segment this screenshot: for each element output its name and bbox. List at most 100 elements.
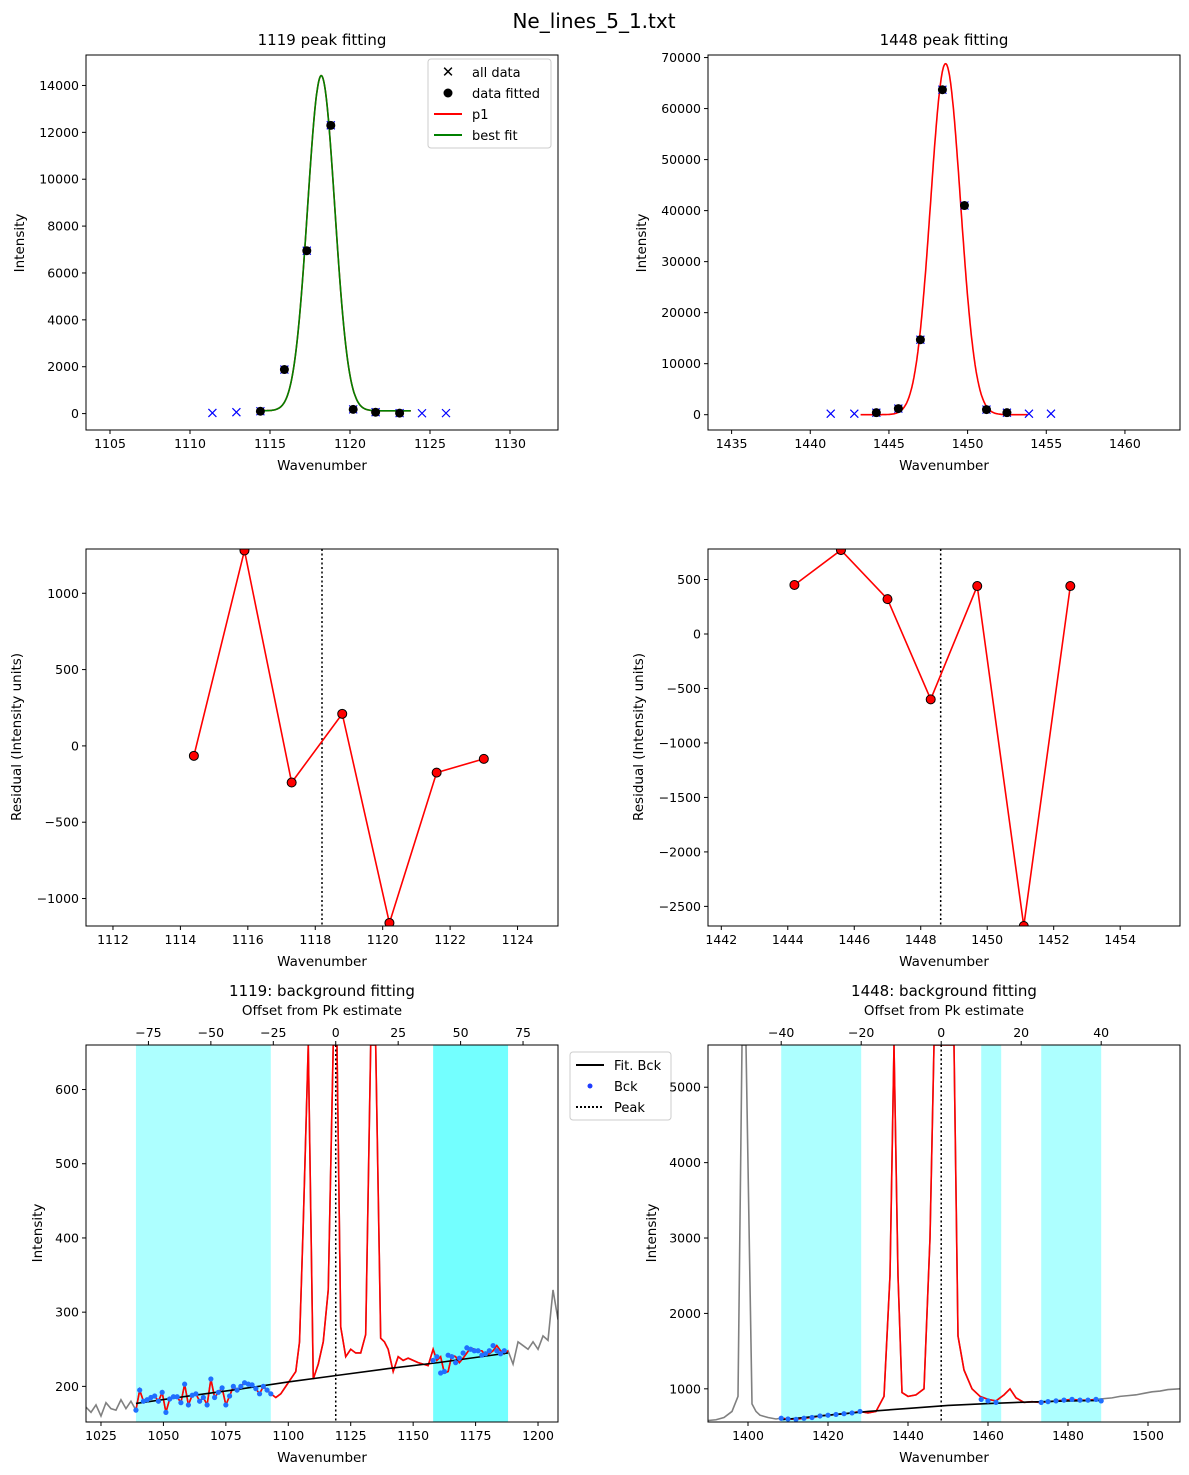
bck-point	[170, 1394, 177, 1400]
legend-label-fit-bck: Fit. Bck	[614, 1059, 662, 1074]
x-tick-label: 1120	[334, 436, 366, 451]
x-tick-label: 1448	[905, 932, 937, 947]
bck-window-band	[433, 1045, 509, 1422]
bck-point	[1077, 1397, 1083, 1403]
x2-tick-label: −40	[768, 1025, 794, 1040]
bck-point	[167, 1396, 173, 1402]
bck-point	[978, 1396, 984, 1402]
bck-point	[238, 1383, 244, 1389]
residual-point	[188, 750, 199, 761]
x2-tick-label: −20	[848, 1025, 874, 1040]
x-tick-label: 1440	[892, 1428, 924, 1443]
x-tick-label: 1112	[97, 932, 129, 947]
bck-point	[174, 1394, 180, 1400]
panel-title: 1119: background fitting	[229, 982, 415, 1000]
bck-point	[219, 1385, 225, 1391]
y-axis-label: Intensity	[30, 1204, 46, 1263]
panel-1448-residuals: Wavenumber Residual (Intensity units)	[631, 653, 989, 970]
bck-point	[490, 1342, 496, 1349]
panel-1119-residuals: Wavenumber Residual (Intensity units)	[9, 653, 367, 970]
bck-point	[185, 1402, 191, 1408]
all-data-point	[231, 407, 241, 417]
panel-title: 1448 peak fitting	[880, 31, 1009, 49]
y-tick-label: 70000	[661, 50, 701, 65]
y-tick-label: 0	[71, 738, 79, 753]
x-axis-label: Wavenumber	[277, 458, 367, 474]
plot-area	[708, 1045, 1180, 1422]
bck-point	[268, 1391, 274, 1397]
bck-point	[1053, 1398, 1059, 1404]
y-tick-label: 600	[55, 1082, 79, 1097]
residual-point	[882, 594, 893, 605]
x-tick-label: 1442	[705, 932, 737, 947]
bck-point	[993, 1399, 999, 1405]
legend-marker-data-fitted	[443, 88, 453, 98]
y-axis-label: Residual (Intensity units)	[631, 653, 647, 821]
legend-marker-bck	[587, 1083, 593, 1089]
y-tick-label: −2500	[659, 899, 701, 914]
x-tick-label: 1450	[971, 932, 1003, 947]
y-tick-label: 0	[693, 407, 701, 422]
y-tick-label: 500	[55, 1156, 79, 1171]
legend-label-peak: Peak	[614, 1101, 645, 1116]
residual-point	[286, 777, 297, 788]
plot-frame	[707, 1044, 1181, 1423]
bck-point	[155, 1398, 162, 1404]
x-tick-label: 1500	[1132, 1428, 1164, 1443]
bck-point	[260, 1383, 266, 1389]
bck-point	[264, 1387, 270, 1393]
y-tick-label: 1000	[669, 1381, 701, 1396]
bck-point	[430, 1357, 436, 1364]
x2-tick-label: −75	[135, 1025, 161, 1040]
x-tick-label: 1125	[335, 1428, 367, 1443]
residual-line	[793, 549, 1072, 926]
y-axis-label: Residual (Intensity units)	[9, 653, 25, 821]
bck-point	[200, 1394, 206, 1401]
plot-area	[86, 1045, 558, 1422]
bck-point	[178, 1400, 184, 1406]
bck-point	[460, 1350, 466, 1356]
y-tick-label: −500	[667, 681, 701, 696]
bck-window-band	[781, 1045, 862, 1422]
y-tick-label: 20000	[661, 305, 701, 320]
bck-point	[152, 1393, 158, 1399]
y-tick-label: 60000	[661, 101, 701, 116]
axes: 1435 1440 1445 1450 1455 1460 0 10000 20000 30000…	[661, 50, 1181, 451]
y-tick-label: −1000	[37, 891, 79, 906]
panel-1119-background-fitting: 1119: background fitting Offset from Pk …	[30, 982, 672, 1466]
bck-point	[501, 1348, 507, 1354]
bck-point	[1098, 1398, 1104, 1404]
bck-point	[825, 1412, 831, 1418]
panel-1448-peak-fitting: 1448 peak fitting Wavenumber Intensity	[634, 31, 1008, 474]
all-data-point	[1024, 409, 1034, 419]
bck-point	[471, 1348, 477, 1354]
data-fitted-point	[302, 246, 312, 256]
y-tick-label: 12000	[39, 125, 79, 140]
x-tick-label: 1444	[772, 932, 804, 947]
plot-frame	[85, 54, 559, 431]
bck-point	[226, 1393, 233, 1399]
plot-area	[789, 549, 1076, 926]
residual-point	[239, 549, 250, 556]
bck-point	[1061, 1397, 1067, 1403]
y-tick-label: 300	[55, 1305, 79, 1320]
y-tick-label: −1500	[659, 790, 701, 805]
bck-window-band	[1041, 1045, 1102, 1422]
all-data-point	[417, 408, 427, 418]
x-tick-label: 1455	[1030, 436, 1062, 451]
bck-point	[456, 1355, 462, 1361]
data-fitted-point	[915, 335, 925, 345]
panel-1448-background-fitting: 1448: background fitting Offset from Pk …	[644, 982, 1037, 1466]
y-tick-label: 8000	[47, 219, 79, 234]
x-axis-label: Wavenumber	[277, 954, 367, 970]
data-fitted-point	[871, 408, 881, 418]
plot-area	[188, 549, 489, 926]
all-data-point	[826, 409, 836, 419]
legend-label-best-fit: best fit	[472, 129, 518, 144]
x2-tick-label: −25	[260, 1025, 286, 1040]
y-tick-label: 10000	[661, 356, 701, 371]
x-tick-label: 1114	[164, 932, 196, 947]
y-tick-label: −500	[45, 815, 79, 830]
x2-tick-label: −50	[198, 1025, 224, 1040]
bck-point	[215, 1389, 221, 1395]
